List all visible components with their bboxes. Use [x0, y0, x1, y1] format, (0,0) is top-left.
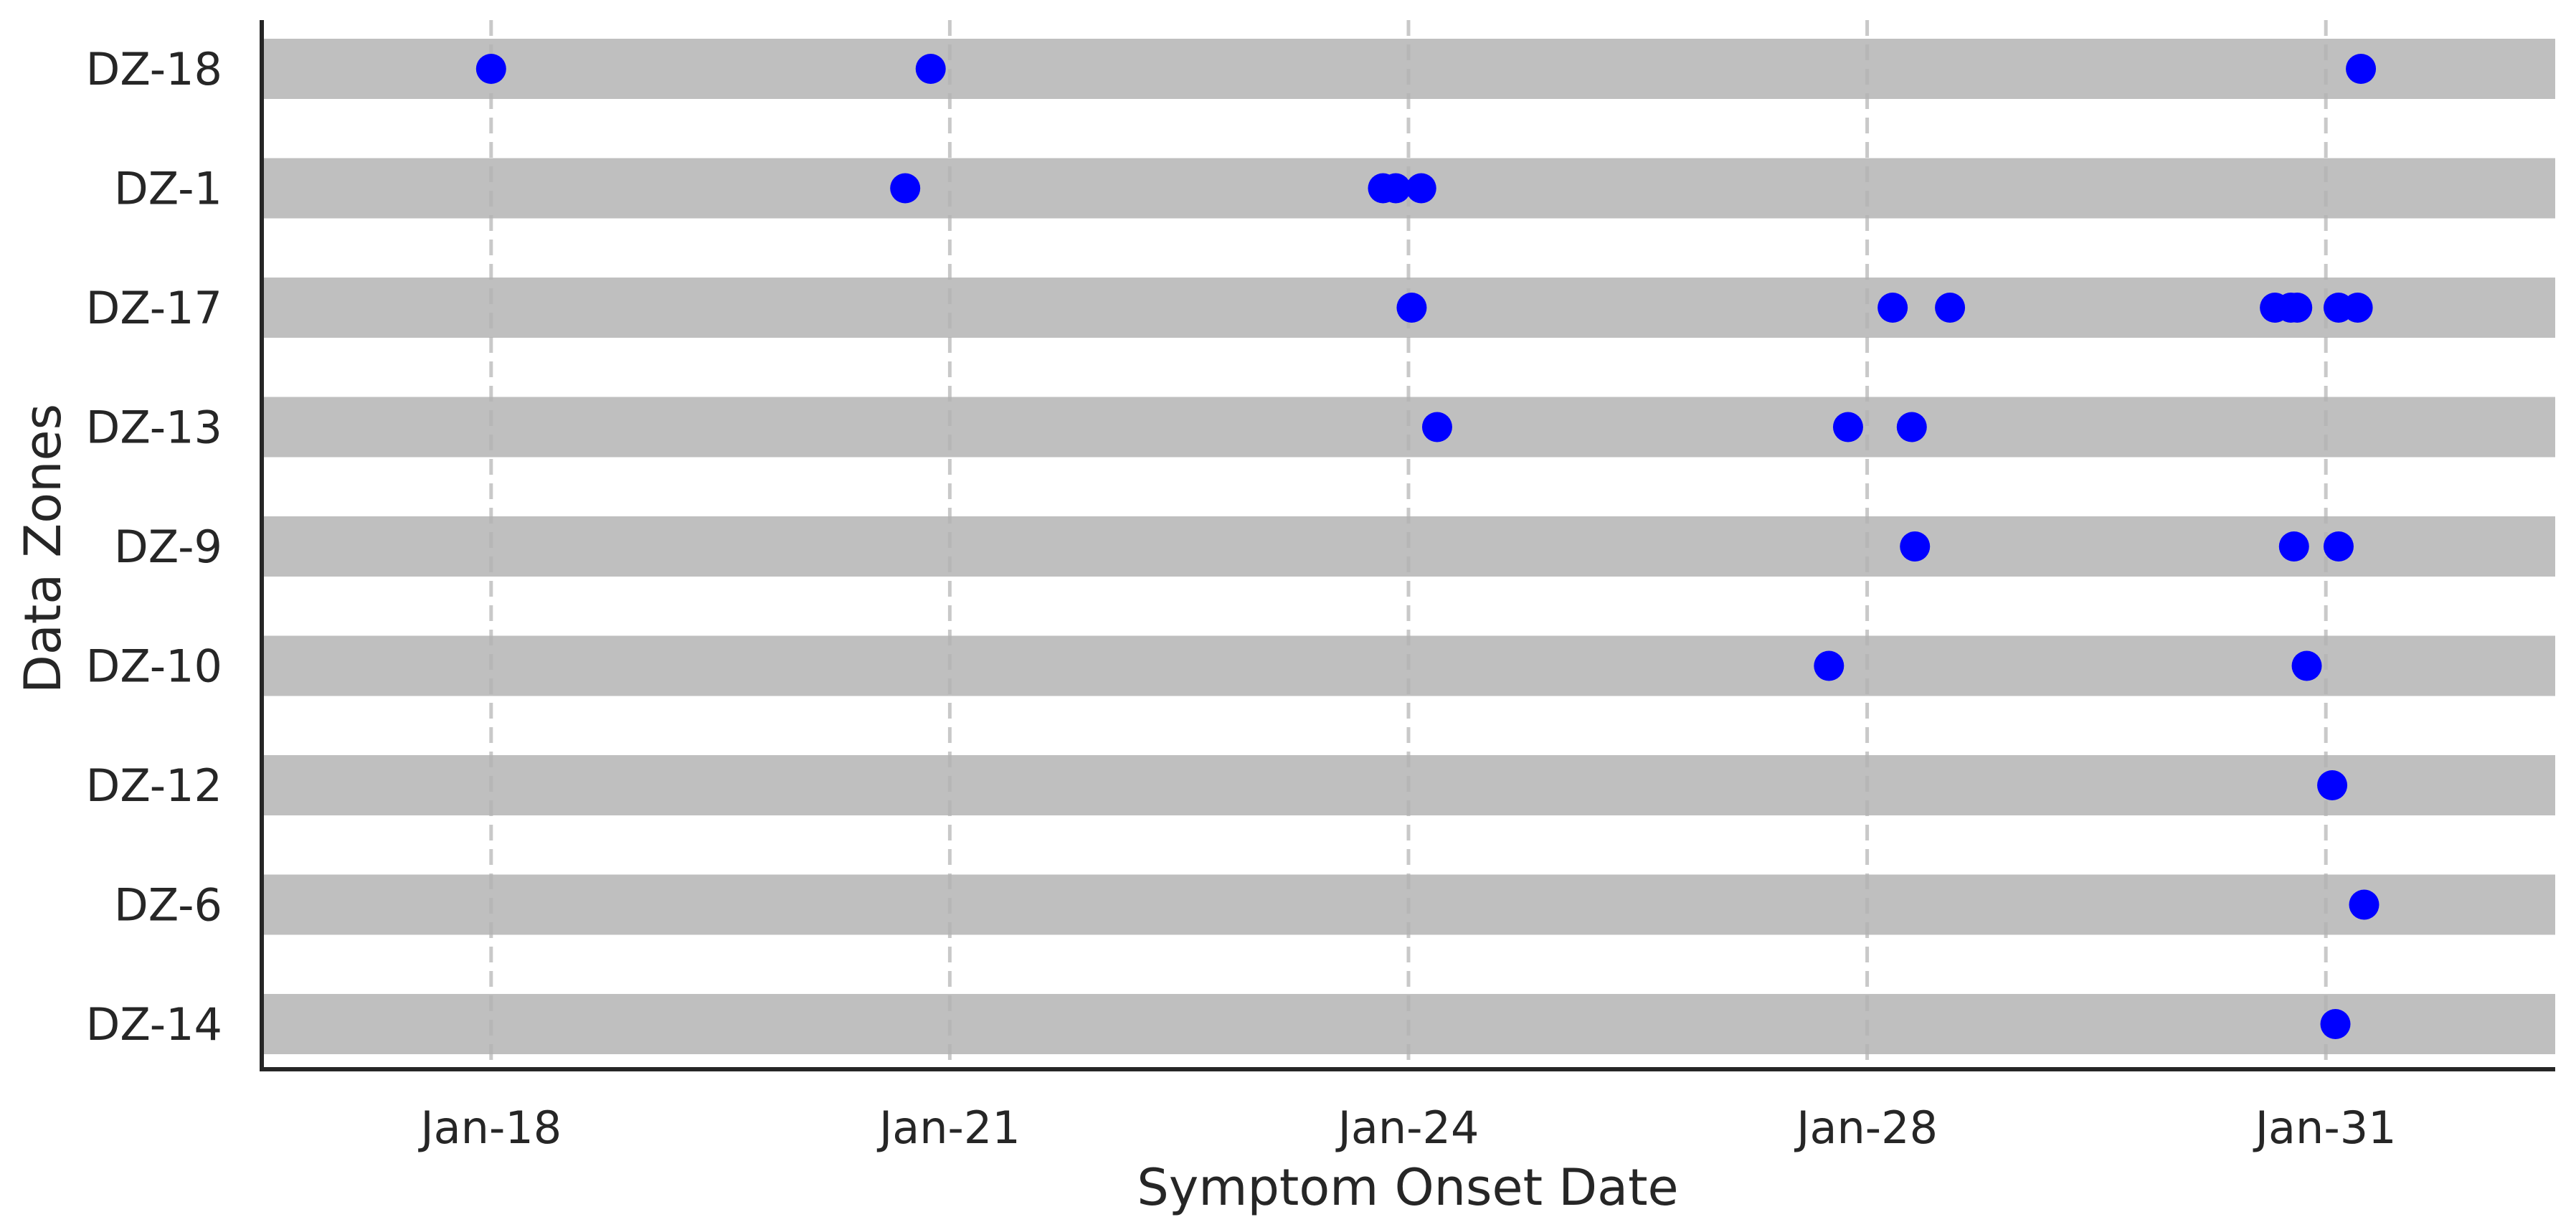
data-point	[2278, 531, 2309, 562]
x-tick-label: Jan-28	[1794, 1102, 1938, 1154]
data-point	[1896, 412, 1927, 442]
x-tick-label: Jan-24	[1335, 1102, 1479, 1154]
data-point	[2282, 293, 2313, 323]
data-points	[475, 54, 2380, 1039]
data-point	[2323, 531, 2354, 562]
x-tick-label: Jan-21	[876, 1102, 1021, 1154]
data-point	[2291, 650, 2322, 681]
y-tick-label: DZ-6	[114, 879, 222, 932]
data-point	[1832, 412, 1863, 442]
data-point	[2320, 1009, 2351, 1039]
x-tick-labels: Jan-18 Jan-21 Jan-24 Jan-28 Jan-31	[417, 1102, 2396, 1154]
x-tick-label: Jan-18	[417, 1102, 562, 1154]
data-point	[1935, 293, 1966, 323]
y-tick-label: DZ-14	[86, 998, 222, 1051]
x-tick-label: Jan-31	[2253, 1102, 2397, 1154]
y-tick-label: DZ-12	[86, 759, 222, 812]
data-point	[1406, 173, 1436, 204]
data-point	[1900, 531, 1931, 562]
data-point	[2342, 293, 2373, 323]
y-tick-label: DZ-13	[86, 402, 222, 454]
y-tick-label: DZ-18	[86, 43, 222, 95]
y-tick-label: DZ-9	[114, 521, 222, 573]
y-tick-label: DZ-17	[86, 282, 222, 334]
y-axis-label: Data Zones	[14, 404, 72, 693]
y-tick-label: DZ-1	[114, 163, 222, 215]
data-point	[1381, 173, 1411, 204]
data-point	[1421, 412, 1452, 442]
y-tick-labels: DZ-18 DZ-1 DZ-17 DZ-13 DZ-9 DZ-10 DZ-12 DZ-6 DZ-…	[86, 43, 222, 1051]
data-point	[1814, 650, 1845, 681]
x-axis-label: Symptom Onset Date	[1137, 1158, 1678, 1217]
data-point	[2317, 770, 2348, 800]
data-point	[2346, 54, 2377, 84]
y-tick-label: DZ-10	[86, 640, 222, 693]
data-point	[1877, 293, 1908, 323]
data-point	[1396, 293, 1427, 323]
data-point	[890, 173, 921, 204]
data-point	[915, 54, 946, 84]
data-point	[2349, 889, 2380, 920]
data-point	[475, 54, 506, 84]
